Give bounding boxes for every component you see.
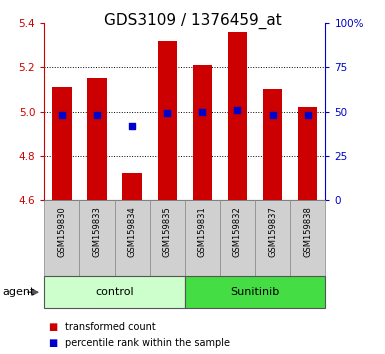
Text: GSM159832: GSM159832 bbox=[233, 206, 242, 257]
Point bbox=[164, 110, 170, 115]
Bar bbox=[122, 173, 142, 200]
Text: GSM159830: GSM159830 bbox=[57, 206, 66, 257]
Bar bbox=[298, 107, 317, 200]
Text: percentile rank within the sample: percentile rank within the sample bbox=[65, 338, 231, 348]
Bar bbox=[185, 200, 220, 276]
Point bbox=[129, 123, 135, 129]
Text: ■: ■ bbox=[48, 322, 57, 332]
Bar bbox=[185, 276, 325, 308]
Bar bbox=[228, 32, 247, 200]
Text: GSM159835: GSM159835 bbox=[163, 206, 172, 257]
Bar bbox=[157, 41, 177, 200]
Point bbox=[59, 112, 65, 118]
Point bbox=[234, 108, 241, 113]
Bar bbox=[220, 200, 255, 276]
Point bbox=[94, 112, 100, 118]
Bar bbox=[255, 200, 290, 276]
Text: control: control bbox=[95, 287, 134, 297]
Text: GSM159837: GSM159837 bbox=[268, 206, 277, 257]
Bar bbox=[115, 200, 150, 276]
Text: agent: agent bbox=[2, 287, 34, 297]
Text: Sunitinib: Sunitinib bbox=[231, 287, 280, 297]
Bar bbox=[52, 87, 72, 200]
Text: transformed count: transformed count bbox=[65, 322, 156, 332]
Text: GSM159831: GSM159831 bbox=[198, 206, 207, 257]
Bar bbox=[150, 200, 185, 276]
Bar bbox=[44, 200, 79, 276]
Text: GSM159834: GSM159834 bbox=[127, 206, 137, 257]
Bar bbox=[79, 200, 115, 276]
Point bbox=[199, 109, 206, 115]
Bar bbox=[44, 276, 185, 308]
Point bbox=[270, 112, 276, 118]
Bar bbox=[87, 78, 107, 200]
Text: ■: ■ bbox=[48, 338, 57, 348]
Text: GSM159833: GSM159833 bbox=[92, 206, 102, 257]
Text: GSM159838: GSM159838 bbox=[303, 206, 312, 257]
Bar bbox=[290, 200, 325, 276]
Bar bbox=[193, 65, 212, 200]
Point bbox=[305, 112, 311, 118]
Text: GDS3109 / 1376459_at: GDS3109 / 1376459_at bbox=[104, 12, 281, 29]
Bar bbox=[263, 90, 282, 200]
